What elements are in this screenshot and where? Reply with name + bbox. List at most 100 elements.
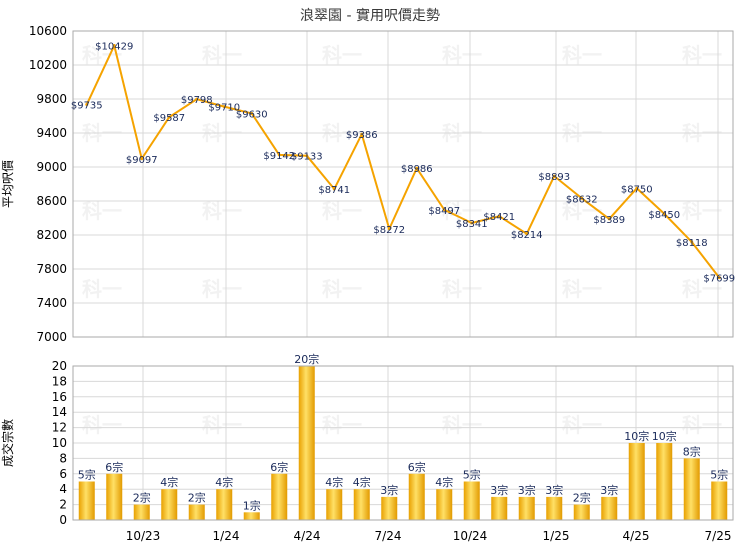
x-tick-label: 7/25 (705, 529, 732, 543)
volume-bar (216, 489, 233, 520)
volume-bar-label: 3宗 (518, 483, 536, 497)
volume-ytick-label: 8 (59, 451, 67, 465)
volume-bar-label: 6宗 (408, 460, 426, 474)
volume-bar (546, 496, 563, 520)
watermark-text: 科一 (562, 413, 602, 437)
x-tick-label: 10/23 (126, 529, 161, 543)
price-data-label: $9142 (263, 151, 295, 162)
price-data-point (607, 217, 611, 221)
volume-ytick-label: 2 (59, 498, 67, 512)
price-data-point (387, 227, 391, 231)
volume-ytick-label: 18 (52, 374, 67, 388)
price-data-label: $8632 (566, 194, 598, 205)
watermark-text: 科一 (442, 413, 482, 437)
price-data-point (222, 105, 226, 109)
watermark-text: 科一 (682, 43, 722, 67)
x-tick-label: 7/24 (375, 529, 402, 543)
volume-bar-label: 3宗 (600, 483, 618, 497)
price-data-label: $9798 (181, 95, 213, 106)
volume-bar (133, 504, 150, 520)
price-y-axis-title: 平均呎價 (1, 160, 15, 208)
volume-bar-label: 4宗 (215, 475, 233, 489)
volume-bar (298, 366, 315, 520)
volume-ytick-label: 12 (52, 421, 67, 435)
price-data-point (85, 103, 89, 107)
x-tick-label: 4/24 (294, 529, 321, 543)
x-tick-label: 4/25 (623, 529, 650, 543)
price-data-label: $9097 (126, 155, 158, 166)
price-data-label: $9630 (236, 109, 268, 120)
price-ytick-label: 8600 (36, 194, 67, 208)
price-data-point (525, 232, 529, 236)
volume-bar-label: 20宗 (294, 352, 319, 366)
price-ytick-label: 8200 (36, 228, 67, 242)
volume-bar (518, 496, 535, 520)
volume-bar (463, 481, 480, 520)
price-data-point (360, 132, 364, 136)
price-ytick-label: 9400 (36, 126, 67, 140)
price-ytick-label: 9000 (36, 160, 67, 174)
volume-bar-label: 2宗 (573, 491, 591, 505)
volume-bar-label: 6宗 (270, 460, 288, 474)
volume-bar (243, 512, 260, 520)
price-ytick-label: 10200 (29, 58, 67, 72)
price-data-point (277, 153, 281, 157)
price-data-label: $10429 (95, 42, 133, 53)
volume-bar (353, 489, 370, 520)
volume-bar-label: 3宗 (380, 483, 398, 497)
chart-title: 浪翠園 - 實用呎價走勢 (300, 7, 440, 24)
volume-bar-label: 1宗 (243, 498, 261, 512)
volume-bar-label: 4宗 (325, 475, 343, 489)
volume-bar (573, 504, 590, 520)
price-plot-border (72, 30, 734, 338)
volume-bar (271, 473, 288, 520)
watermark-text: 科一 (682, 199, 722, 223)
price-data-point (552, 174, 556, 178)
price-ytick-label: 10600 (29, 24, 67, 38)
watermark-text: 科一 (322, 277, 362, 301)
price-ytick-label: 7000 (36, 330, 67, 344)
price-data-point (662, 212, 666, 216)
watermark-text: 科一 (322, 199, 362, 223)
volume-bar-label: 2宗 (133, 491, 151, 505)
volume-ytick-label: 6 (59, 467, 67, 481)
watermark-text: 科一 (82, 199, 122, 223)
price-ytick-label: 7800 (36, 262, 67, 276)
price-ytick-label: 9800 (36, 92, 67, 106)
watermark-text: 科一 (442, 277, 482, 301)
watermark-text: 科一 (202, 199, 242, 223)
volume-ytick-label: 4 (59, 482, 67, 496)
watermark-text: 科一 (442, 43, 482, 67)
volume-y-axis-title: 成交宗數 (0, 419, 15, 467)
volume-bar-label: 3宗 (545, 483, 563, 497)
price-data-point (167, 115, 171, 119)
price-data-label: $8741 (318, 185, 350, 196)
watermark-text: 科一 (562, 199, 602, 223)
volume-bar (601, 496, 618, 520)
volume-bar (106, 473, 123, 520)
price-data-point (140, 157, 144, 161)
price-data-point (497, 214, 501, 218)
price-data-label: $9133 (291, 152, 323, 163)
price-data-point (690, 240, 694, 244)
volume-bar (78, 481, 95, 520)
volume-bar (683, 458, 700, 520)
volume-bar (408, 473, 425, 520)
x-tick-label: 1/24 (213, 529, 240, 543)
price-data-label: $8214 (511, 230, 543, 241)
price-data-label: $8750 (621, 184, 653, 195)
watermark-text: 科一 (322, 413, 362, 437)
volume-ytick-label: 10 (52, 436, 67, 450)
volume-bar (326, 489, 343, 520)
price-data-point (112, 44, 116, 48)
price-data-label: $7699 (703, 274, 735, 285)
volume-bar-label: 5宗 (463, 468, 481, 482)
volume-bar-label: 5宗 (710, 468, 728, 482)
x-tick-label: 10/24 (453, 529, 488, 543)
price-data-point (415, 166, 419, 170)
volume-bar (656, 443, 673, 520)
watermark-text: 科一 (82, 277, 122, 301)
volume-bar-label: 3宗 (490, 483, 508, 497)
